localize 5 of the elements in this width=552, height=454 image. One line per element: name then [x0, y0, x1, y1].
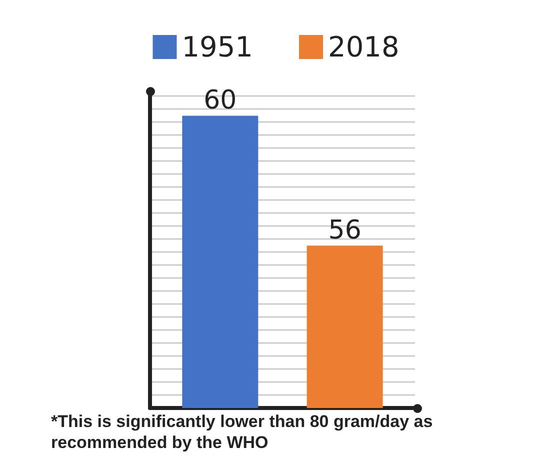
legend-label: 2018 [328, 30, 400, 64]
data-label: 60 [204, 86, 237, 116]
data-label: 56 [328, 216, 362, 246]
text: *This is significantly lower than 80 gram/day as recommended by the WHO [51, 412, 438, 452]
legend-label: 1951 [182, 30, 254, 64]
